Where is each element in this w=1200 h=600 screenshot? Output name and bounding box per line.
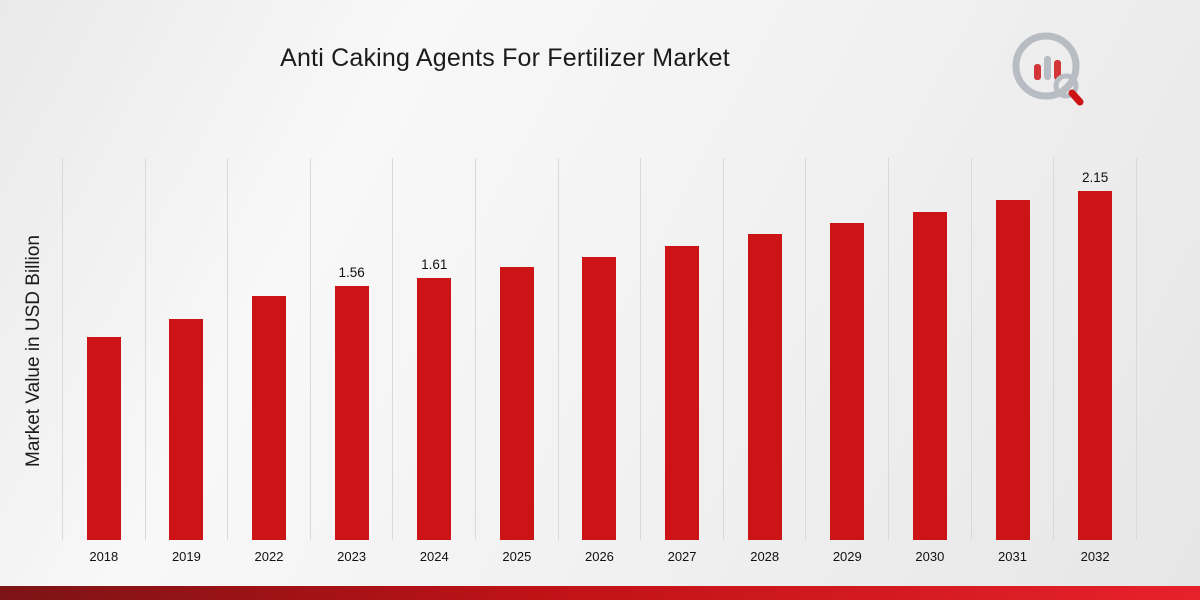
chart-column-2032: 2.15 2032 bbox=[1053, 158, 1137, 564]
bar-2019 bbox=[169, 319, 204, 540]
x-tick-label-2018: 2018 bbox=[89, 549, 119, 564]
chart-column-2031: 2031 bbox=[970, 158, 1054, 564]
bar-2029 bbox=[830, 223, 865, 540]
chart-column-2027: 2027 bbox=[640, 158, 723, 564]
bar-2023 bbox=[334, 286, 369, 540]
x-tick-label-2019: 2019 bbox=[171, 549, 201, 564]
x-tick-label-2032: 2032 bbox=[1080, 549, 1110, 564]
bar-2024 bbox=[417, 278, 452, 540]
chart-column-2019: 2019 bbox=[144, 158, 228, 564]
chart-column-2023: 1.56 2023 bbox=[309, 158, 393, 564]
x-tick-label-2027: 2027 bbox=[667, 549, 697, 564]
x-tick-label-2024: 2024 bbox=[419, 549, 449, 564]
chart-column-2026: 2026 bbox=[557, 158, 641, 564]
chart-column-2024: 1.61 2024 bbox=[392, 158, 475, 564]
x-tick-label-2023: 2023 bbox=[337, 549, 367, 564]
chart-column-2025: 2025 bbox=[475, 158, 558, 564]
x-tick-label-2026: 2026 bbox=[584, 549, 614, 564]
chart-column-2028: 2028 bbox=[722, 158, 806, 564]
chart-column-2018: 2018 bbox=[62, 158, 145, 564]
bar-2025 bbox=[499, 267, 534, 540]
x-tick-label-2022: 2022 bbox=[254, 549, 284, 564]
chart-column-2029: 2029 bbox=[805, 158, 888, 564]
brand-logo-icon bbox=[1012, 32, 1084, 106]
x-tick-label-2029: 2029 bbox=[832, 549, 862, 564]
bar-2022 bbox=[252, 296, 287, 540]
chart-title: Anti Caking Agents For Fertilizer Market bbox=[280, 44, 730, 72]
x-tick-label-2028: 2028 bbox=[750, 549, 780, 564]
bar-2027 bbox=[665, 246, 700, 540]
bar-value-label-2032: 2.15 bbox=[1081, 170, 1109, 185]
chart-column-2022: 2022 bbox=[227, 158, 310, 564]
x-tick-label-2030: 2030 bbox=[915, 549, 945, 564]
bar-2026 bbox=[582, 257, 617, 540]
bar-2030 bbox=[912, 212, 947, 540]
x-tick-label-2031: 2031 bbox=[998, 549, 1027, 564]
x-tick-label-2025: 2025 bbox=[502, 549, 532, 564]
bar-2028 bbox=[747, 234, 782, 540]
bar-2032 bbox=[1078, 191, 1113, 540]
bar-value-label-2023: 1.56 bbox=[338, 265, 365, 280]
footer-ribbon bbox=[0, 586, 1200, 600]
bar-chart-plot-area: 2018 2019 2022 1.56 2023 1.61 2024 2025 2026 2027… bbox=[62, 158, 1137, 564]
chart-column-2030: 2030 bbox=[888, 158, 971, 564]
bar-2018 bbox=[86, 337, 121, 540]
bar-2031 bbox=[995, 200, 1030, 540]
bar-value-label-2024: 1.61 bbox=[421, 257, 448, 272]
y-axis-label: Market Value in USD Billion bbox=[23, 235, 44, 467]
